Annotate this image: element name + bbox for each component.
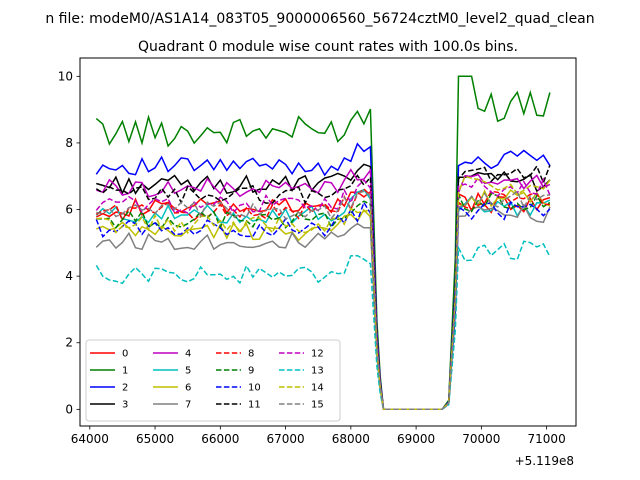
series-line-15 (96, 190, 550, 411)
x-tick-label: 67000 (266, 432, 304, 446)
series-line-13 (95, 240, 551, 411)
series-line-14 (96, 175, 551, 411)
y-tick-label: 10 (58, 69, 73, 83)
x-offset-label: +5.119e8 (515, 454, 574, 468)
x-tick-label: 64000 (71, 432, 109, 446)
legend-label-5: 5 (185, 366, 191, 377)
series-line-7 (95, 203, 551, 411)
legend-label-8: 8 (248, 349, 254, 360)
y-tick-label: 0 (65, 402, 73, 416)
legend-label-15: 15 (311, 400, 324, 411)
y-tick-label: 8 (65, 136, 73, 150)
x-tick-label: 68000 (332, 432, 370, 446)
x-tick-label: 70000 (462, 432, 500, 446)
legend-label-6: 6 (185, 383, 191, 394)
y-tick-label: 2 (65, 336, 73, 350)
legend-label-7: 7 (185, 400, 191, 411)
suptitle: n file: modeM0/AS1A14_083T05_9000006560_… (45, 11, 594, 27)
plot-lines (95, 75, 551, 411)
series-line-11 (95, 164, 551, 411)
legend-box (85, 339, 341, 422)
series-line-10 (95, 200, 551, 411)
legend-label-12: 12 (311, 349, 324, 360)
series-line-2 (95, 142, 551, 411)
plot-frame (79, 57, 577, 427)
x-tick-label: 66000 (201, 432, 239, 446)
x-tick-label: 65000 (136, 432, 174, 446)
legend-label-10: 10 (248, 383, 261, 394)
series-line-3 (96, 163, 551, 411)
legend-label-9: 9 (248, 366, 254, 377)
x-axis: 64000 65000 66000 67000 68000 69000 70000 71000 (71, 426, 566, 446)
legend-label-1: 1 (122, 366, 128, 377)
legend-label-11: 11 (248, 400, 261, 411)
series-line-12 (95, 176, 551, 411)
series-line-1 (95, 75, 551, 411)
legend-label-2: 2 (122, 383, 128, 394)
x-tick-label: 71000 (528, 432, 566, 446)
legend-label-3: 3 (122, 400, 128, 411)
legend-label-4: 4 (185, 349, 191, 360)
series-line-4 (96, 168, 551, 411)
chart-title: Quadrant 0 module wise count rates with … (138, 39, 518, 55)
series-line-9 (96, 192, 551, 411)
y-axis: 0 2 4 6 8 10 (58, 69, 80, 416)
legend-label-13: 13 (311, 366, 324, 377)
x-tick-label: 69000 (397, 432, 435, 446)
legend-label-0: 0 (122, 349, 128, 360)
y-tick-label: 6 (65, 203, 73, 217)
legend-label-14: 14 (311, 383, 324, 394)
y-tick-label: 4 (65, 269, 73, 283)
